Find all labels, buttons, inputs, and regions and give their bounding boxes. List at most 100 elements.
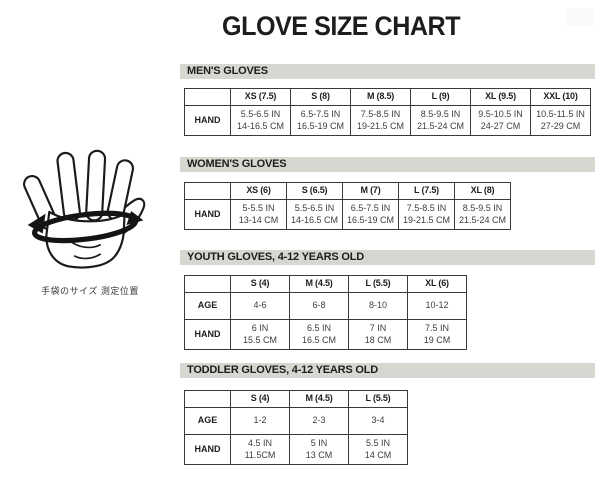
hand-inches: 7 IN bbox=[369, 323, 387, 334]
hand-inches: 7.5-8.5 IN bbox=[406, 203, 447, 214]
row-label-hand: HAND bbox=[184, 319, 231, 350]
corner-cell bbox=[184, 390, 231, 408]
section-header-youth: YOUTH GLOVES, 4-12 YEARS OLD bbox=[180, 250, 595, 265]
section-header-toddler: TODDLER GLOVES, 4-12 YEARS OLD bbox=[180, 363, 595, 378]
page-title: GLOVE SIZE CHART bbox=[222, 11, 461, 41]
hand-inches: 6.5-7.5 IN bbox=[350, 203, 391, 214]
hand-illustration-caption: 手袋のサイズ 測定位置 bbox=[41, 286, 139, 296]
hand-cell: 5-5.5 IN 13-14 CM bbox=[230, 199, 287, 230]
age-cell: 4-6 bbox=[230, 292, 290, 320]
size-header: M (8.5) bbox=[350, 88, 411, 106]
hand-cm: 21.5-24 CM bbox=[458, 214, 507, 225]
hand-inches: 5-5.5 IN bbox=[242, 203, 275, 214]
corner-cell bbox=[184, 88, 231, 106]
hand-row: HAND 6 IN 15.5 CM 6.5 IN 16.5 CM 7 IN 18 CM… bbox=[184, 319, 467, 350]
hand-inches: 5.5-6.5 IN bbox=[294, 203, 335, 214]
size-header: XL (9.5) bbox=[470, 88, 531, 106]
size-header: L (9) bbox=[410, 88, 471, 106]
hand-cell: 5.5-6.5 IN 14-16.5 CM bbox=[230, 105, 291, 136]
hand-row: HAND 4.5 IN 11.5CM 5 IN 13 CM 5.5 IN 14 CM bbox=[184, 434, 408, 465]
hand-cm: 16.5-19 CM bbox=[296, 120, 345, 131]
hand-cell: 6.5-7.5 IN 16.5-19 CM bbox=[290, 105, 351, 136]
hand-inches: 8.5-9.5 IN bbox=[420, 109, 461, 120]
hand-inches: 6 IN bbox=[251, 323, 269, 334]
hand-cm: 13-14 CM bbox=[238, 214, 279, 225]
hand-cm: 16.5-19 CM bbox=[346, 214, 395, 225]
age-row: AGE 1-2 2-3 3-4 bbox=[184, 407, 408, 435]
hand-cell: 7 IN 18 CM bbox=[348, 319, 408, 350]
row-label-hand: HAND bbox=[184, 199, 231, 230]
hand-inches: 7.5-8.5 IN bbox=[360, 109, 401, 120]
age-row: AGE 4-6 6-8 8-10 10-12 bbox=[184, 292, 467, 320]
hand-inches: 10.5-11.5 IN bbox=[536, 109, 585, 120]
hand-cell: 8.5-9.5 IN 21.5-24 CM bbox=[410, 105, 471, 136]
faint-watermark bbox=[566, 8, 594, 26]
corner-cell bbox=[184, 182, 231, 200]
size-header: XL (8) bbox=[454, 182, 511, 200]
hand-inches: 5 IN bbox=[310, 438, 328, 449]
age-cell: 1-2 bbox=[230, 407, 290, 435]
hand-cell: 7.5 IN 19 CM bbox=[407, 319, 467, 350]
hand-inches: 5.5 IN bbox=[365, 438, 390, 449]
hand-cell: 9.5-10.5 IN 24-27 CM bbox=[470, 105, 531, 136]
youth-size-table: S (4) M (4.5) L (5.5) XL (6) AGE 4-6 6-8… bbox=[184, 275, 467, 350]
row-label-age: AGE bbox=[184, 407, 231, 435]
toddler-size-table: S (4) M (4.5) L (5.5) AGE 1-2 2-3 3-4 HA… bbox=[184, 390, 408, 465]
womens-size-table: XS (6) S (6.5) M (7) L (7.5) XL (8) HAND… bbox=[184, 182, 511, 230]
size-header: XS (7.5) bbox=[230, 88, 291, 106]
hand-cm: 13 CM bbox=[305, 449, 333, 460]
table-header-row: XS (6) S (6.5) M (7) L (7.5) XL (8) bbox=[184, 182, 511, 200]
hand-illustration bbox=[20, 146, 152, 274]
age-cell: 2-3 bbox=[289, 407, 349, 435]
hand-cm: 27-29 CM bbox=[540, 120, 581, 131]
age-cell: 10-12 bbox=[407, 292, 467, 320]
hand-cm: 11.5CM bbox=[244, 449, 276, 460]
corner-cell bbox=[184, 275, 231, 293]
hand-cell: 5.5 IN 14 CM bbox=[348, 434, 408, 465]
age-cell: 3-4 bbox=[348, 407, 408, 435]
hand-inches: 6.5 IN bbox=[306, 323, 331, 334]
hand-cell: 7.5-8.5 IN 19-21.5 CM bbox=[398, 199, 455, 230]
hand-cm: 19-21.5 CM bbox=[402, 214, 451, 225]
hand-inches: 7.5 IN bbox=[424, 323, 449, 334]
size-header: S (4) bbox=[230, 390, 290, 408]
hand-cm: 15.5 CM bbox=[242, 334, 277, 345]
size-header: L (7.5) bbox=[398, 182, 455, 200]
table-header-row: S (4) M (4.5) L (5.5) XL (6) bbox=[184, 275, 467, 293]
size-header: M (7) bbox=[342, 182, 399, 200]
hand-cell: 5.5-6.5 IN 14-16.5 CM bbox=[286, 199, 343, 230]
hand-cell: 7.5-8.5 IN 19-21.5 CM bbox=[350, 105, 411, 136]
size-header: S (4) bbox=[230, 275, 290, 293]
age-cell: 8-10 bbox=[348, 292, 408, 320]
size-header: S (8) bbox=[290, 88, 351, 106]
row-label-hand: HAND bbox=[184, 105, 231, 136]
hand-cell: 8.5-9.5 IN 21.5-24 CM bbox=[454, 199, 511, 230]
hand-cell: 6.5-7.5 IN 16.5-19 CM bbox=[342, 199, 399, 230]
row-label-hand: HAND bbox=[184, 434, 231, 465]
size-header: XXL (10) bbox=[530, 88, 591, 106]
size-header: XS (6) bbox=[230, 182, 287, 200]
hand-cm: 14-16.5 CM bbox=[236, 120, 285, 131]
size-header: XL (6) bbox=[407, 275, 467, 293]
mens-size-table: XS (7.5) S (8) M (8.5) L (9) XL (9.5) XX… bbox=[184, 88, 591, 136]
hand-cm: 19-21.5 CM bbox=[356, 120, 405, 131]
hand-cell: 6 IN 15.5 CM bbox=[230, 319, 290, 350]
hand-inches: 9.5-10.5 IN bbox=[478, 109, 523, 120]
hand-cell: 10.5-11.5 IN 27-29 CM bbox=[530, 105, 591, 136]
hand-measure-icon bbox=[23, 149, 146, 269]
table-header-row: S (4) M (4.5) L (5.5) bbox=[184, 390, 408, 408]
hand-inches: 4.5 IN bbox=[247, 438, 272, 449]
age-cell: 6-8 bbox=[289, 292, 349, 320]
table-header-row: XS (7.5) S (8) M (8.5) L (9) XL (9.5) XX… bbox=[184, 88, 591, 106]
hand-cm: 18 CM bbox=[364, 334, 392, 345]
size-header: L (5.5) bbox=[348, 390, 408, 408]
size-header: M (4.5) bbox=[289, 390, 349, 408]
hand-cm: 24-27 CM bbox=[480, 120, 521, 131]
hand-cell: 4.5 IN 11.5CM bbox=[230, 434, 290, 465]
row-label-age: AGE bbox=[184, 292, 231, 320]
hand-cm: 16.5 CM bbox=[301, 334, 336, 345]
section-header-mens: MEN'S GLOVES bbox=[180, 64, 595, 79]
hand-row: HAND 5-5.5 IN 13-14 CM 5.5-6.5 IN 14-16.5 … bbox=[184, 199, 511, 230]
hand-row: HAND 5.5-6.5 IN 14-16.5 CM 6.5-7.5 IN 16.5… bbox=[184, 105, 591, 136]
